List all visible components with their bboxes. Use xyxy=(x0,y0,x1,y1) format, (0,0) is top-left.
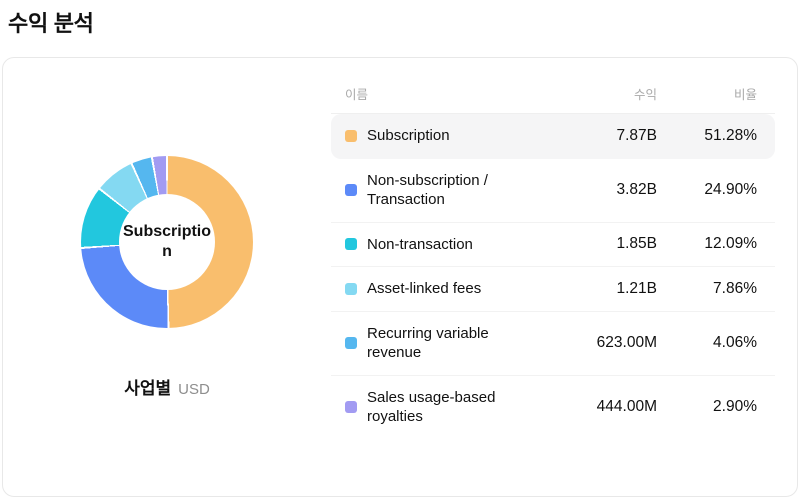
legend-color-swatch xyxy=(345,401,357,413)
legend-color-swatch xyxy=(345,238,357,251)
legend-row-name: Non-transaction xyxy=(367,235,473,253)
revenue-donut-chart[interactable]: Subscription xyxy=(81,155,253,328)
legend-row-name-cell: Subscription xyxy=(345,126,547,146)
chart-caption: 사업별 USD xyxy=(124,374,210,399)
legend-row-revenue: 1.21B xyxy=(616,279,657,297)
legend-table-body: Subscription 7.87B 51.28% Non-subscripti… xyxy=(331,114,775,439)
legend-row-ratio: 7.86% xyxy=(713,279,757,297)
legend-row-name: Non-subscription / Transaction xyxy=(367,171,488,209)
legend-row-revenue: 3.82B xyxy=(616,181,657,198)
legend-table-header: 이름 수익 비율 xyxy=(331,84,775,114)
revenue-breakdown-card: Subscription 사업별 USD 이름 수익 비율 Subscripti… xyxy=(2,57,798,497)
legend-row-revenue: 1.85B xyxy=(616,235,657,253)
legend-row-ratio: 4.06% xyxy=(713,334,757,351)
legend-row-name-cell: Non-transaction xyxy=(345,235,547,255)
legend-row-name: Subscription xyxy=(367,127,450,144)
legend-table-section: 이름 수익 비율 Subscription 7.87B 51.28% Non-s… xyxy=(331,58,797,496)
legend-row-name-cell: Non-subscription / Transaction xyxy=(345,171,547,210)
legend-row-revenue: 7.87B xyxy=(616,126,657,144)
legend-row-name-cell: Asset-linked fees xyxy=(345,279,547,299)
legend-row[interactable]: Non-transaction 1.85B 12.09% xyxy=(331,223,775,267)
chart-caption-unit: USD xyxy=(178,380,210,398)
legend-row-revenue: 444.00M xyxy=(596,398,657,415)
legend-row-name: Recurring variable revenue xyxy=(367,324,489,362)
legend-color-swatch xyxy=(345,282,357,295)
legend-color-swatch xyxy=(345,184,357,196)
legend-row[interactable]: Sales usage-based royalties 444.00M 2.90… xyxy=(331,376,775,439)
legend-row-ratio: 2.90% xyxy=(713,398,757,415)
legend-row-name: Asset-linked fees xyxy=(367,280,482,297)
legend-row[interactable]: Asset-linked fees 1.21B 7.86% xyxy=(331,267,775,312)
legend-row[interactable]: Subscription 7.87B 51.28% xyxy=(331,114,775,159)
donut-chart-section: Subscription 사업별 USD xyxy=(3,58,331,496)
legend-row-ratio: 12.09% xyxy=(704,235,757,253)
legend-row-name: Sales usage-based royalties xyxy=(367,388,496,426)
legend-row-revenue: 623.00M xyxy=(596,334,657,351)
legend-row-ratio: 51.28% xyxy=(704,126,757,144)
legend-color-swatch xyxy=(345,337,357,349)
legend-color-swatch xyxy=(345,129,357,142)
legend-row-ratio: 24.90% xyxy=(704,181,757,198)
header-revenue: 수익 xyxy=(633,88,657,102)
legend-row-name-cell: Sales usage-based royalties xyxy=(345,388,547,427)
legend-row-name-cell: Recurring variable revenue xyxy=(345,324,547,363)
legend-row[interactable]: Non-subscription / Transaction 3.82B 24.… xyxy=(331,159,775,223)
donut-center-label: Subscription xyxy=(123,222,212,260)
header-name: 이름 xyxy=(345,88,369,102)
donut-hole: Subscription xyxy=(119,193,215,290)
chart-caption-label: 사업별 xyxy=(124,378,172,398)
page-title: 수익 분석 xyxy=(8,11,94,36)
header-ratio: 비율 xyxy=(733,88,757,102)
legend-row[interactable]: Recurring variable revenue 623.00M 4.06% xyxy=(331,312,775,376)
